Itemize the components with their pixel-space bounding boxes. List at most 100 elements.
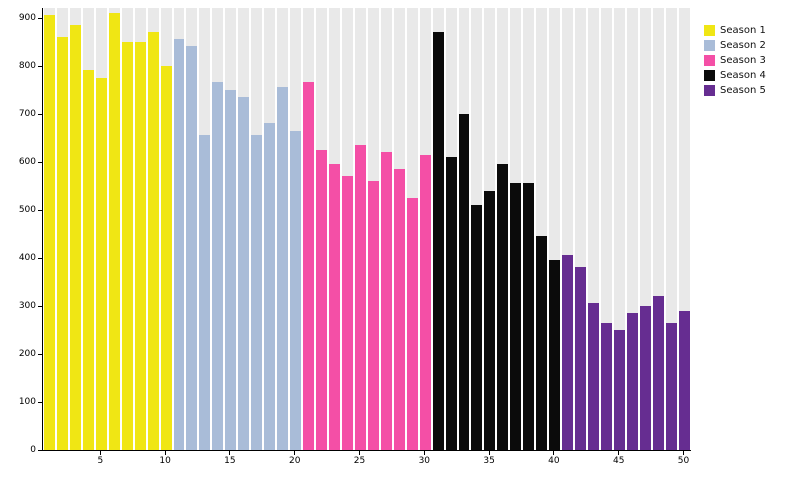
- bar-season-3-episode-22: [316, 149, 327, 450]
- bar-slot: [471, 8, 483, 450]
- bar-slot: [562, 8, 574, 450]
- bar-season-4-episode-39: [536, 236, 548, 450]
- bar-season-1-episode-9: [147, 32, 159, 450]
- bar-season-4-episode-33: [458, 113, 470, 450]
- bar-season-1-episode-3: [69, 24, 81, 450]
- legend-item-season-3: Season 3: [704, 55, 766, 66]
- bar-season-2-episode-11: [173, 39, 185, 450]
- bar-slot: [147, 8, 159, 450]
- y-tick-mark: [38, 305, 42, 307]
- bar-background-track: [652, 8, 664, 450]
- bar-slot: [484, 8, 496, 450]
- bar-slot: [328, 8, 340, 450]
- bar-season-1-episode-6: [108, 12, 120, 450]
- y-tick-mark: [38, 65, 42, 67]
- bar-slot: [393, 8, 405, 450]
- y-tick-label: 600: [18, 156, 36, 167]
- bar-slot: [652, 8, 664, 450]
- bar-season-1-episode-7: [121, 41, 133, 450]
- bar-season-3-episode-28: [393, 168, 405, 450]
- bar-season-1-episode-2: [56, 36, 68, 450]
- legend-label: Season 3: [720, 55, 766, 66]
- bar-season-4-episode-38: [523, 183, 535, 450]
- bar-season-1-episode-4: [82, 70, 94, 450]
- bar-season-4-episode-31: [432, 32, 444, 450]
- bar-slot: [199, 8, 211, 450]
- bar-season-4-episode-36: [497, 164, 509, 450]
- y-tick-mark: [38, 17, 42, 19]
- bar-slot: [678, 8, 690, 450]
- bar-slot: [238, 8, 250, 450]
- bar-season-3-episode-21: [303, 82, 315, 450]
- bar-slot: [44, 8, 55, 450]
- bar-season-5-episode-46: [626, 313, 638, 450]
- legend-swatch: [704, 55, 715, 66]
- x-tick-mark: [359, 451, 361, 455]
- bar-season-3-episode-27: [380, 152, 392, 450]
- legend-item-season-1: Season 1: [704, 25, 766, 36]
- x-tick-mark: [229, 451, 231, 455]
- bar-season-2-episode-19: [277, 87, 289, 450]
- bar-slot: [341, 8, 353, 450]
- legend-label: Season 2: [720, 40, 766, 51]
- bar-season-1-episode-5: [95, 77, 107, 450]
- bar-slot: [264, 8, 276, 450]
- bar-background-track: [575, 8, 587, 450]
- bar-season-3-episode-23: [328, 164, 340, 450]
- bar-season-3-episode-25: [354, 144, 366, 450]
- bar-season-4-episode-34: [471, 204, 483, 450]
- bar-slot: [458, 8, 470, 450]
- bar-season-3-episode-30: [419, 154, 431, 450]
- bar-slot: [56, 8, 68, 450]
- bar-season-4-episode-37: [510, 183, 522, 450]
- bar-season-5-episode-41: [562, 255, 574, 450]
- bar-season-5-episode-49: [665, 322, 677, 450]
- bar-slot: [575, 8, 587, 450]
- bar-season-4-episode-32: [445, 156, 457, 450]
- bar-slot: [380, 8, 392, 450]
- legend-item-season-4: Season 4: [704, 70, 766, 81]
- bar-background-track: [678, 8, 690, 450]
- bar-background-track: [549, 8, 561, 450]
- bar-background-track: [626, 8, 638, 450]
- bar-slot: [160, 8, 172, 450]
- y-tick-mark: [38, 401, 42, 403]
- bar-season-2-episode-14: [212, 82, 224, 450]
- bar-slot: [613, 8, 625, 450]
- y-tick-label: 200: [18, 348, 36, 359]
- bar-background-track: [588, 8, 599, 450]
- bar-season-2-episode-12: [186, 46, 198, 450]
- legend-swatch: [704, 70, 715, 81]
- bar-slot: [419, 8, 431, 450]
- bar-slot: [316, 8, 327, 450]
- x-tick-mark: [553, 451, 555, 455]
- bar-season-5-episode-42: [575, 267, 587, 450]
- legend-item-season-2: Season 2: [704, 40, 766, 51]
- bar-season-2-episode-20: [290, 130, 302, 450]
- legend-swatch: [704, 85, 715, 96]
- bar-slot: [665, 8, 677, 450]
- bar-season-5-episode-45: [613, 329, 625, 450]
- bar-background-track: [562, 8, 574, 450]
- plot-area: [42, 8, 691, 451]
- bar-slot: [212, 8, 224, 450]
- x-tick-label: 40: [548, 456, 560, 466]
- x-tick-label: 45: [612, 456, 625, 466]
- y-tick-label: 100: [18, 396, 36, 407]
- bar-season-2-episode-15: [225, 89, 237, 450]
- bar-season-5-episode-47: [639, 305, 651, 450]
- bar-slot: [497, 8, 509, 450]
- x-tick-label: 50: [677, 456, 690, 466]
- x-tick-label: 10: [159, 456, 171, 466]
- bar-slot: [406, 8, 418, 450]
- bar-season-2-episode-18: [264, 123, 276, 450]
- y-tick-mark: [38, 450, 42, 451]
- bar-season-5-episode-43: [588, 303, 599, 450]
- legend-label: Season 4: [720, 70, 766, 81]
- bar-slot: [626, 8, 638, 450]
- y-tick-mark: [38, 161, 42, 163]
- bar-season-1-episode-8: [134, 41, 146, 450]
- bar-season-3-episode-24: [341, 176, 353, 450]
- bar-slot: [536, 8, 548, 450]
